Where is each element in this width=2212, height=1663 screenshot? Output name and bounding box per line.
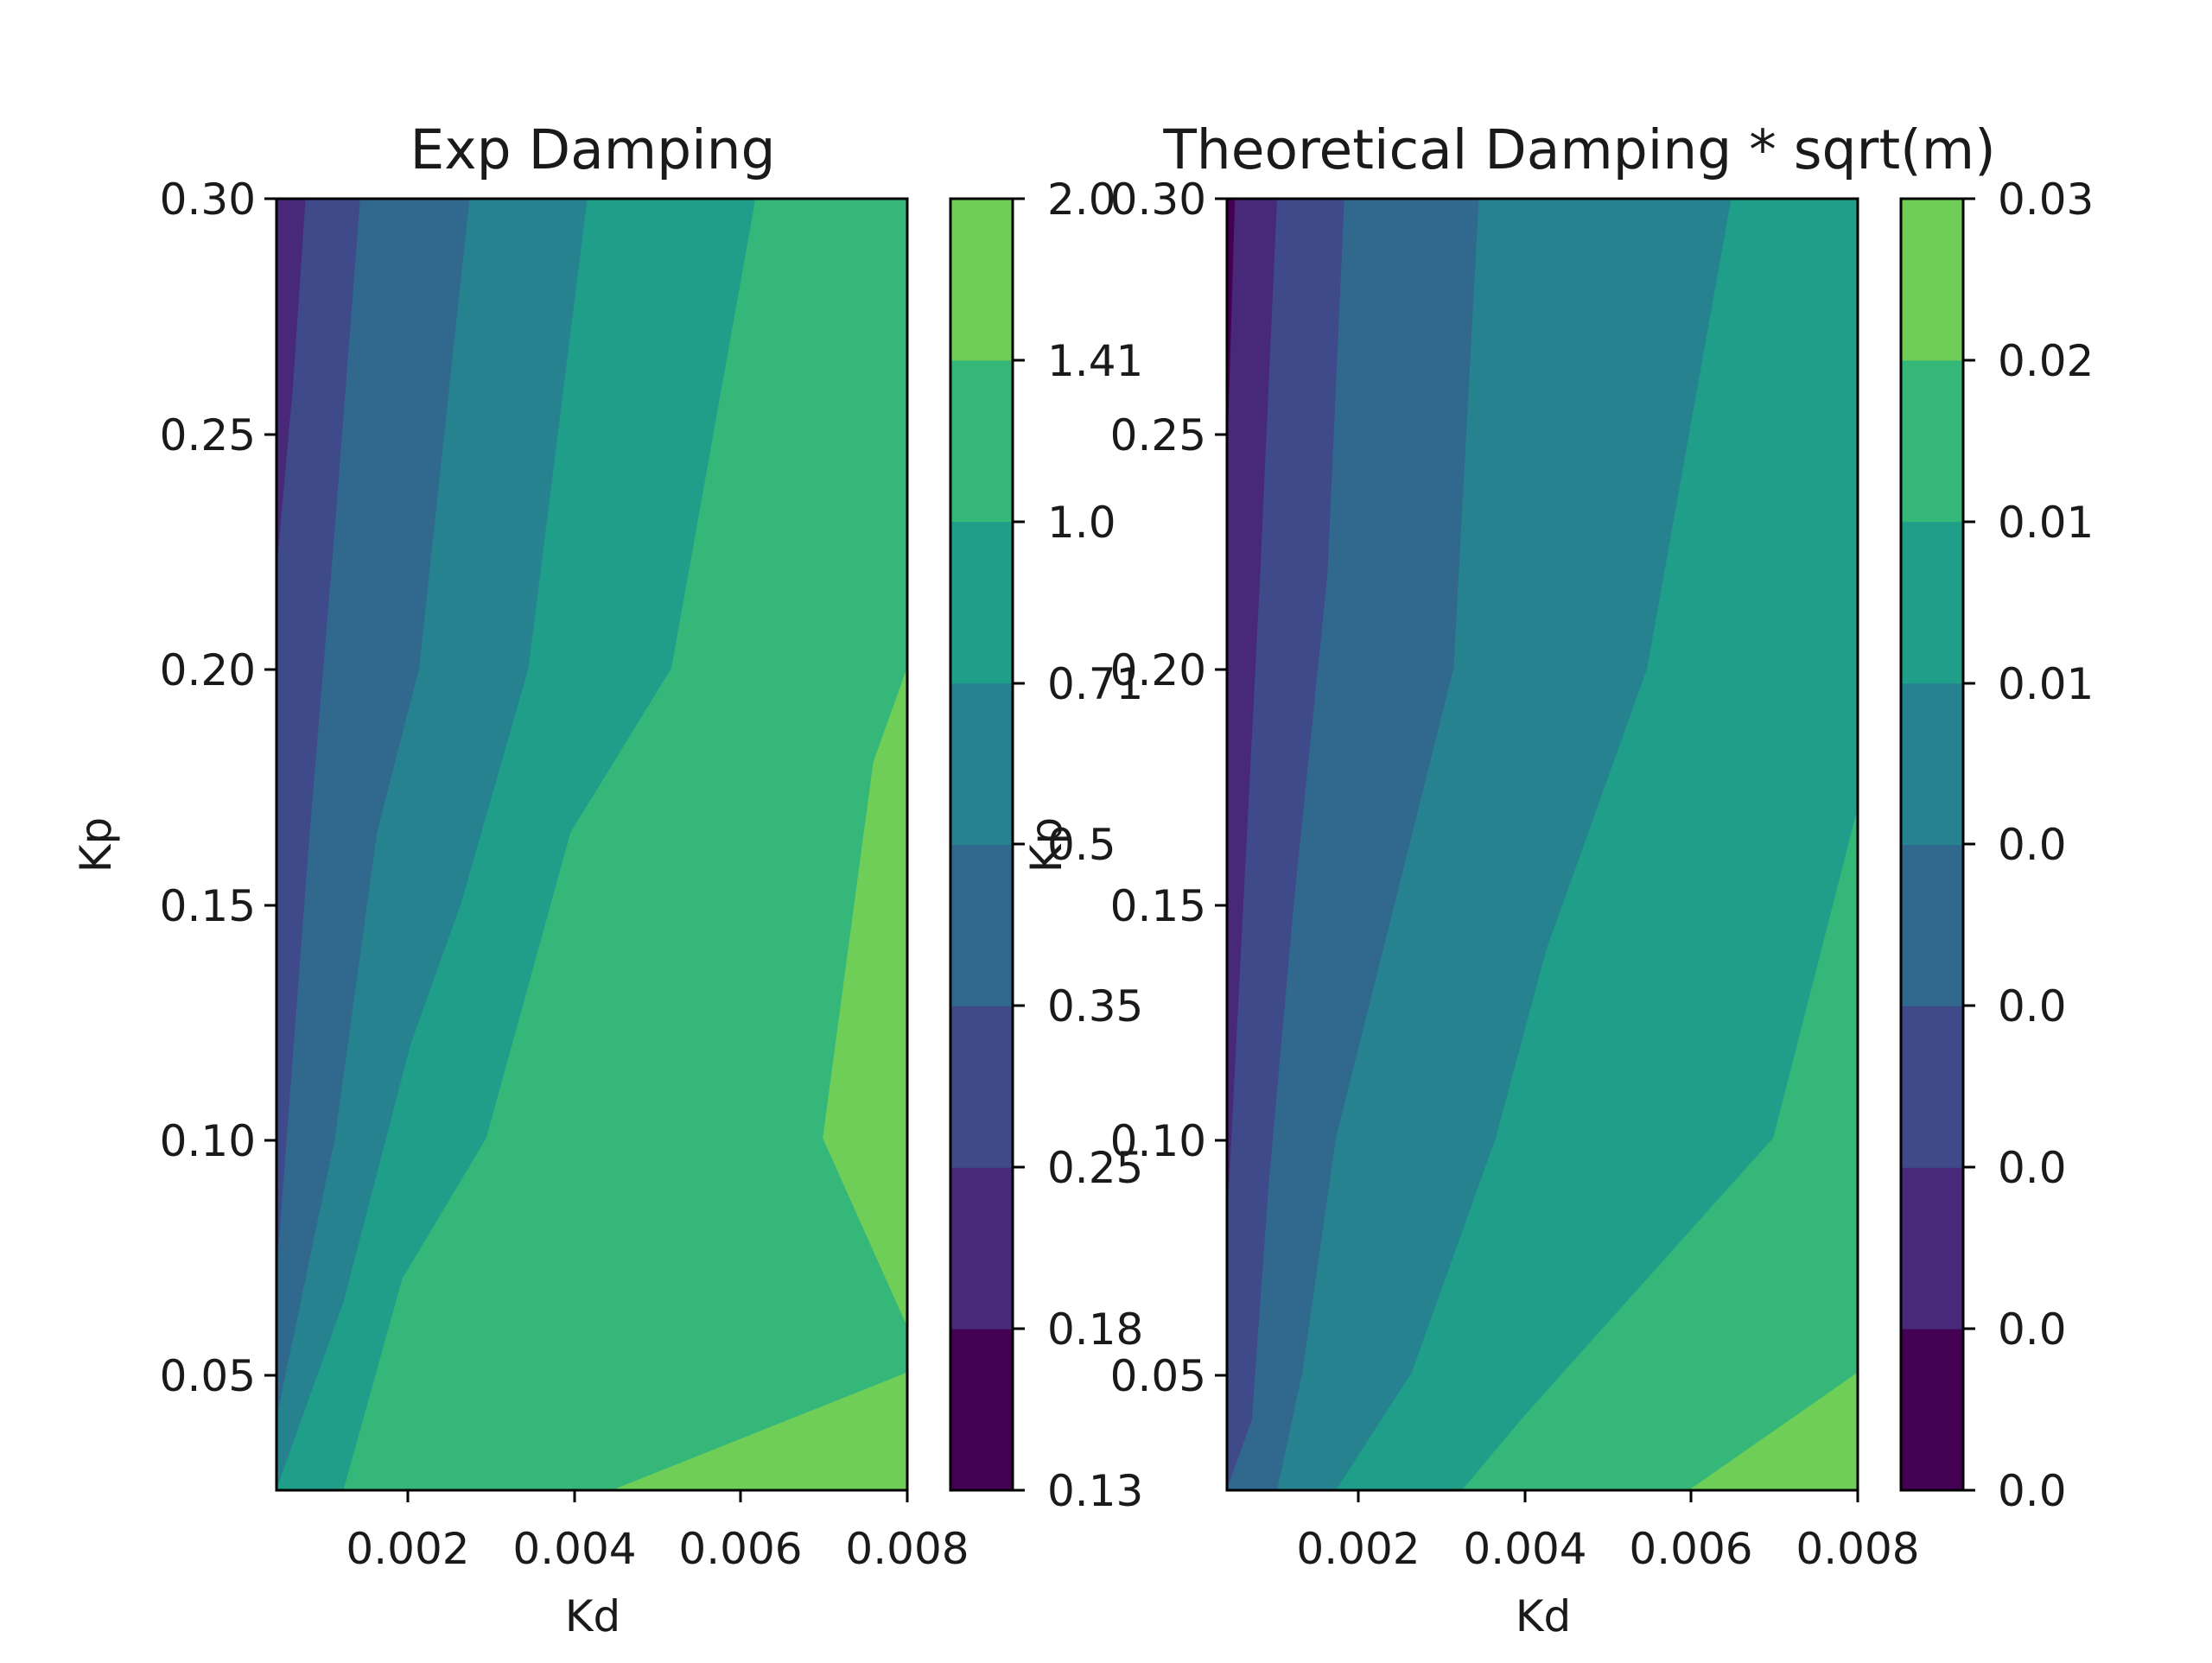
left-colorbar-ticks: 0.13 0.18 0.25 0.35 0.5 0.71 1.0 1.41 2.… — [1013, 175, 1143, 1516]
left-colorbar-band — [950, 844, 1013, 1006]
right-colorbar-label: 0.03 — [1998, 175, 2094, 225]
right-colorbar-label: 0.0 — [1998, 820, 2067, 870]
left-colorbar-band — [950, 199, 1013, 361]
right-panel: Theoretical Damping * sqrt(m) 0.05 0.10 … — [1021, 118, 2094, 1641]
left-plot-frame — [275, 197, 909, 1492]
right-colorbar-band — [1901, 682, 1963, 845]
right-colorbar-label: 0.0 — [1998, 981, 2067, 1031]
left-colorbar-label: 1.41 — [1047, 336, 1143, 386]
right-colorbar-label: 0.01 — [1998, 659, 2094, 709]
right-xtick-label: 0.002 — [1296, 1524, 1420, 1574]
right-colorbar-label: 0.02 — [1998, 336, 2094, 386]
right-ytick-label: 0.10 — [1110, 1116, 1206, 1166]
right-contour-fills — [1226, 198, 1859, 1491]
left-colorbar-band — [950, 1006, 1013, 1168]
right-colorbar-ticks: 0.0 0.0 0.0 0.0 0.0 0.01 0.01 0.02 0.03 — [1963, 175, 2094, 1516]
left-colorbar-band — [950, 1329, 1013, 1491]
left-colorbar-band — [950, 1167, 1013, 1330]
left-colorbar-fills — [950, 199, 1013, 1491]
right-chart-title: Theoretical Damping * sqrt(m) — [1162, 118, 1995, 181]
right-colorbar-band — [1901, 359, 1963, 523]
right-plot-frame — [1225, 197, 1859, 1492]
right-colorbar-label: 0.0 — [1998, 1466, 2067, 1516]
left-colorbar-label: 0.18 — [1047, 1304, 1143, 1355]
left-colorbar-band — [950, 682, 1013, 845]
left-chart-title: Exp Damping — [410, 118, 775, 181]
right-ytick-label: 0.05 — [1110, 1351, 1206, 1401]
right-y-ticks: 0.05 0.10 0.15 0.20 0.25 0.30 — [1110, 175, 1227, 1401]
right-colorbar-band — [1901, 521, 1963, 684]
right-xtick-label: 0.006 — [1629, 1524, 1752, 1574]
right-colorbar-fills — [1901, 199, 1963, 1491]
left-colorbar-label: 0.13 — [1047, 1466, 1143, 1516]
right-colorbar-label: 0.0 — [1998, 1143, 2067, 1193]
right-colorbar-label: 0.01 — [1998, 498, 2094, 548]
left-y-ticks: 0.05 0.10 0.15 0.20 0.25 0.30 — [160, 175, 276, 1401]
left-ytick-label: 0.30 — [160, 175, 256, 225]
left-xtick-label: 0.002 — [346, 1524, 469, 1574]
right-ytick-label: 0.30 — [1110, 175, 1206, 225]
left-x-axis-label: Kd — [565, 1591, 621, 1641]
right-xtick-label: 0.004 — [1463, 1524, 1586, 1574]
right-xtick-label: 0.008 — [1796, 1524, 1919, 1574]
right-colorbar-band — [1901, 1006, 1963, 1168]
left-ytick-label: 0.20 — [160, 645, 256, 695]
left-ytick-label: 0.05 — [160, 1351, 256, 1401]
left-xtick-label: 0.008 — [845, 1524, 969, 1574]
left-xtick-label: 0.004 — [512, 1524, 636, 1574]
left-colorbar-label: 0.25 — [1047, 1143, 1143, 1193]
left-ytick-label: 0.10 — [160, 1116, 256, 1166]
left-colorbar-label: 0.5 — [1047, 820, 1116, 870]
left-xtick-label: 0.006 — [678, 1524, 802, 1574]
right-colorbar-band — [1901, 1329, 1963, 1491]
left-ytick-label: 0.25 — [160, 410, 256, 460]
right-colorbar-band — [1901, 199, 1963, 361]
left-contour-fills — [276, 198, 908, 1491]
left-x-ticks: 0.002 0.004 0.006 0.008 — [346, 1490, 969, 1574]
left-panel: Exp Damping 0.05 0.10 0.15 0.20 0.25 0.3… — [71, 118, 1143, 1641]
right-colorbar-label: 0.0 — [1998, 1304, 2067, 1355]
left-colorbar-label: 2.0 — [1047, 175, 1116, 225]
right-colorbar-band — [1901, 844, 1963, 1006]
left-colorbar-band — [950, 521, 1013, 684]
right-y-axis-label: Kp — [1021, 817, 1071, 873]
left-colorbar-band — [950, 359, 1013, 523]
left-colorbar-label: 0.71 — [1047, 659, 1143, 709]
right-colorbar-band — [1901, 1167, 1963, 1330]
left-colorbar-label: 1.0 — [1047, 498, 1116, 548]
right-x-axis-label: Kd — [1516, 1591, 1572, 1641]
right-ytick-label: 0.15 — [1110, 881, 1206, 931]
right-ytick-label: 0.25 — [1110, 410, 1206, 460]
left-y-axis-label: Kp — [71, 817, 121, 873]
left-ytick-label: 0.15 — [160, 881, 256, 931]
left-colorbar-label: 0.35 — [1047, 981, 1143, 1031]
right-ytick-label: 0.20 — [1110, 645, 1206, 695]
right-x-ticks: 0.002 0.004 0.006 0.008 — [1296, 1490, 1920, 1574]
